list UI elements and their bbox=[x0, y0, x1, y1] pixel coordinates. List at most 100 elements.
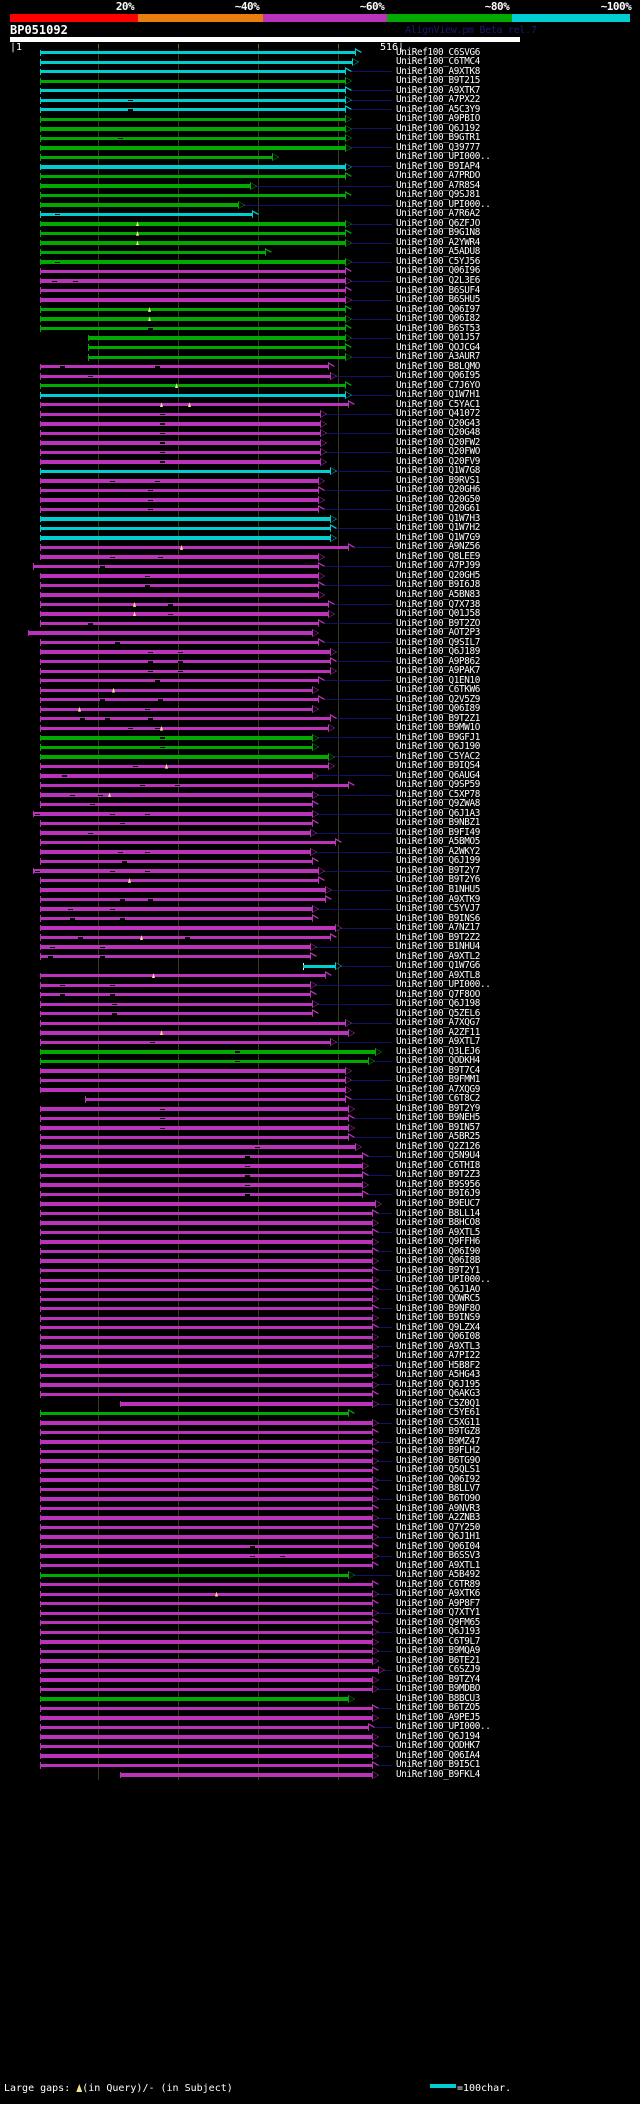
hit-bar[interactable] bbox=[40, 507, 318, 512]
hit-bar[interactable] bbox=[40, 412, 320, 416]
hit-row[interactable]: UniRef100_Q5QLS1 bbox=[0, 1465, 640, 1476]
hit-bar[interactable] bbox=[40, 184, 250, 188]
hit-bar[interactable] bbox=[40, 1297, 372, 1301]
hit-bar[interactable] bbox=[40, 1668, 378, 1673]
hit-bar[interactable] bbox=[40, 1754, 372, 1758]
hit-bar[interactable] bbox=[40, 307, 345, 312]
hit-row[interactable]: UniRef100_Q39777 bbox=[0, 142, 640, 153]
hit-label[interactable]: UniRef100_A5C3Y9 bbox=[396, 103, 480, 115]
hit-label[interactable]: UniRef100_B9MQA9 bbox=[396, 1645, 480, 1657]
hit-bar[interactable] bbox=[33, 812, 312, 816]
hit-bar[interactable] bbox=[40, 1421, 372, 1425]
hit-bar[interactable] bbox=[40, 174, 345, 179]
hit-label[interactable]: UniRef100_Q6J1AO bbox=[396, 1283, 480, 1295]
hit-label[interactable]: UniRef100_Q3LEJ6 bbox=[396, 1045, 480, 1057]
hit-bar[interactable] bbox=[40, 1173, 362, 1178]
hit-label[interactable]: UniRef100_Q6J198 bbox=[396, 998, 480, 1010]
hit-row[interactable]: UniRef100_Q20GH5 bbox=[0, 569, 640, 581]
hit-row[interactable]: UniRef100_A9XTK6 bbox=[0, 1589, 640, 1600]
hit-row[interactable]: UniRef100_B9MW1O bbox=[0, 723, 640, 734]
hit-row[interactable]: UniRef100_C6T9L7 bbox=[0, 1636, 640, 1647]
hit-row[interactable]: UniRef100_Q20FW2 bbox=[0, 437, 640, 448]
hit-label[interactable]: UniRef100_A5BN83 bbox=[396, 589, 480, 600]
hit-bar[interactable] bbox=[40, 326, 345, 331]
hit-bar[interactable] bbox=[40, 269, 345, 274]
hit-row[interactable]: UniRef100_Q2L3E6 bbox=[0, 275, 640, 286]
hit-label[interactable]: UniRef100_B9GFJ1 bbox=[396, 731, 480, 743]
hit-label[interactable]: UniRef100_A2ZNB3 bbox=[396, 1512, 480, 1524]
hit-label[interactable]: UniRef100_A7PRDO bbox=[396, 170, 480, 182]
hit-label[interactable]: UniRef100_B1NHU5 bbox=[396, 883, 480, 895]
hit-label[interactable]: UniRef100_C6SZJ9 bbox=[396, 1664, 480, 1676]
hit-label[interactable]: UniRef100_Q6J199 bbox=[396, 855, 480, 867]
hit-row[interactable]: UniRef100_Q6J199 bbox=[0, 855, 640, 867]
hit-label[interactable]: UniRef100_C5YJ56 bbox=[396, 255, 480, 267]
hit-label[interactable]: UniRef100_Q6AKG3 bbox=[396, 1388, 480, 1400]
hit-bar[interactable] bbox=[40, 621, 318, 626]
hit-row[interactable]: UniRef100_B6TO9O bbox=[0, 1493, 640, 1504]
hit-row[interactable]: UniRef100_Q5N9U4 bbox=[0, 1151, 640, 1162]
hit-bar[interactable] bbox=[40, 574, 318, 578]
hit-row[interactable]: UniRef100_B9T7C4 bbox=[0, 1065, 640, 1076]
hit-row[interactable]: UniRef100_Q6AKG3 bbox=[0, 1388, 640, 1400]
hit-bar[interactable] bbox=[85, 1097, 345, 1102]
hit-label[interactable]: UniRef100_Q20G50 bbox=[396, 493, 480, 505]
hit-row[interactable]: UniRef100_Q2V5Z9 bbox=[0, 694, 640, 705]
hit-bar[interactable] bbox=[40, 79, 345, 83]
hit-bar[interactable] bbox=[40, 1497, 372, 1501]
hit-label[interactable]: UniRef100_A9XTL8 bbox=[396, 969, 480, 981]
hit-row[interactable]: UniRef100_A2ZF11 bbox=[0, 1027, 640, 1038]
hit-label[interactable]: UniRef100_B9IAP4 bbox=[396, 160, 480, 172]
hit-bar[interactable] bbox=[40, 1069, 345, 1073]
hit-bar[interactable] bbox=[40, 1088, 345, 1092]
hit-row[interactable]: UniRef100_Q06IA4 bbox=[0, 1749, 640, 1761]
hit-row[interactable]: UniRef100_B9IQS4 bbox=[0, 761, 640, 772]
hit-label[interactable]: UniRef100_B9TZY4 bbox=[396, 1673, 480, 1685]
hit-label[interactable]: UniRef100_Q06I89 bbox=[396, 703, 480, 715]
hit-label[interactable]: UniRef100_B8LQMO bbox=[396, 360, 480, 372]
hit-row[interactable]: UniRef100_C6TR89 bbox=[0, 1579, 640, 1590]
hit-row[interactable]: UniRef100_A9NZ56 bbox=[0, 542, 640, 553]
hit-bar[interactable] bbox=[40, 1269, 372, 1273]
hit-bar[interactable] bbox=[40, 1640, 372, 1644]
hit-bar[interactable] bbox=[40, 469, 330, 474]
hit-row[interactable]: UniRef100_B6SUF4 bbox=[0, 285, 640, 296]
hit-bar[interactable] bbox=[40, 1649, 372, 1654]
hit-label[interactable]: UniRef100_Q6ZFJO bbox=[396, 217, 480, 229]
hit-label[interactable]: UniRef100_Q7XTY1 bbox=[396, 1607, 480, 1619]
hit-label[interactable]: UniRef100_A7PJ99 bbox=[396, 560, 480, 572]
hit-bar[interactable] bbox=[88, 355, 345, 359]
hit-row[interactable]: UniRef100_A9XTK7 bbox=[0, 85, 640, 96]
hit-label[interactable]: UniRef100_B9GTR1 bbox=[396, 132, 480, 144]
hit-bar[interactable] bbox=[40, 374, 330, 378]
hit-row[interactable]: UniRef100_A5C3Y9 bbox=[0, 103, 640, 115]
hit-row[interactable]: UniRef100_B9T2Z2 bbox=[0, 931, 640, 943]
hit-row[interactable]: UniRef100_Q6ZFJO bbox=[0, 217, 640, 229]
hit-row[interactable]: UniRef100_Q1W7G9 bbox=[0, 532, 640, 543]
hit-row[interactable]: UniRef100_B9INS6 bbox=[0, 913, 640, 924]
hit-label[interactable]: UniRef100_Q20FV9 bbox=[396, 455, 480, 467]
hit-row[interactable]: UniRef100_B9T2Z1 bbox=[0, 713, 640, 724]
hit-row[interactable]: UniRef100_A9XTL7 bbox=[0, 1037, 640, 1048]
hit-row[interactable]: UniRef100_B9FMM1 bbox=[0, 1075, 640, 1086]
hit-label[interactable]: UniRef100_B9T2Z2 bbox=[396, 931, 480, 943]
hit-label[interactable]: UniRef100_Q06IA4 bbox=[396, 1749, 480, 1761]
hit-bar[interactable] bbox=[40, 193, 345, 198]
hit-bar[interactable] bbox=[40, 1211, 372, 1216]
hit-row[interactable]: UniRef100_C7J6YO bbox=[0, 380, 640, 391]
hit-row[interactable]: UniRef100_B9IAP4 bbox=[0, 160, 640, 172]
hit-label[interactable]: UniRef100_Q20G48 bbox=[396, 427, 480, 439]
hit-bar[interactable] bbox=[40, 1487, 372, 1492]
hit-row[interactable]: UniRef100_A9NVR3 bbox=[0, 1503, 640, 1514]
hit-label[interactable]: UniRef100_A7PI22 bbox=[396, 1350, 480, 1362]
hit-row[interactable]: UniRef100_Q1W7H2 bbox=[0, 523, 640, 534]
hit-bar[interactable] bbox=[40, 1525, 372, 1530]
hit-row[interactable]: UniRef100_UPI000.. bbox=[0, 199, 640, 210]
hit-bar[interactable] bbox=[40, 1373, 372, 1378]
hit-label[interactable]: UniRef100_A2YWR4 bbox=[396, 236, 480, 248]
hit-label[interactable]: UniRef100_Q20GH5 bbox=[396, 569, 480, 581]
hit-row[interactable]: UniRef100_B9T2Z3 bbox=[0, 1170, 640, 1181]
hit-row[interactable]: UniRef100_C6SVG6 bbox=[0, 47, 640, 58]
hit-bar[interactable] bbox=[40, 1535, 372, 1539]
hit-row[interactable]: UniRef100_B9NEH5 bbox=[0, 1113, 640, 1124]
